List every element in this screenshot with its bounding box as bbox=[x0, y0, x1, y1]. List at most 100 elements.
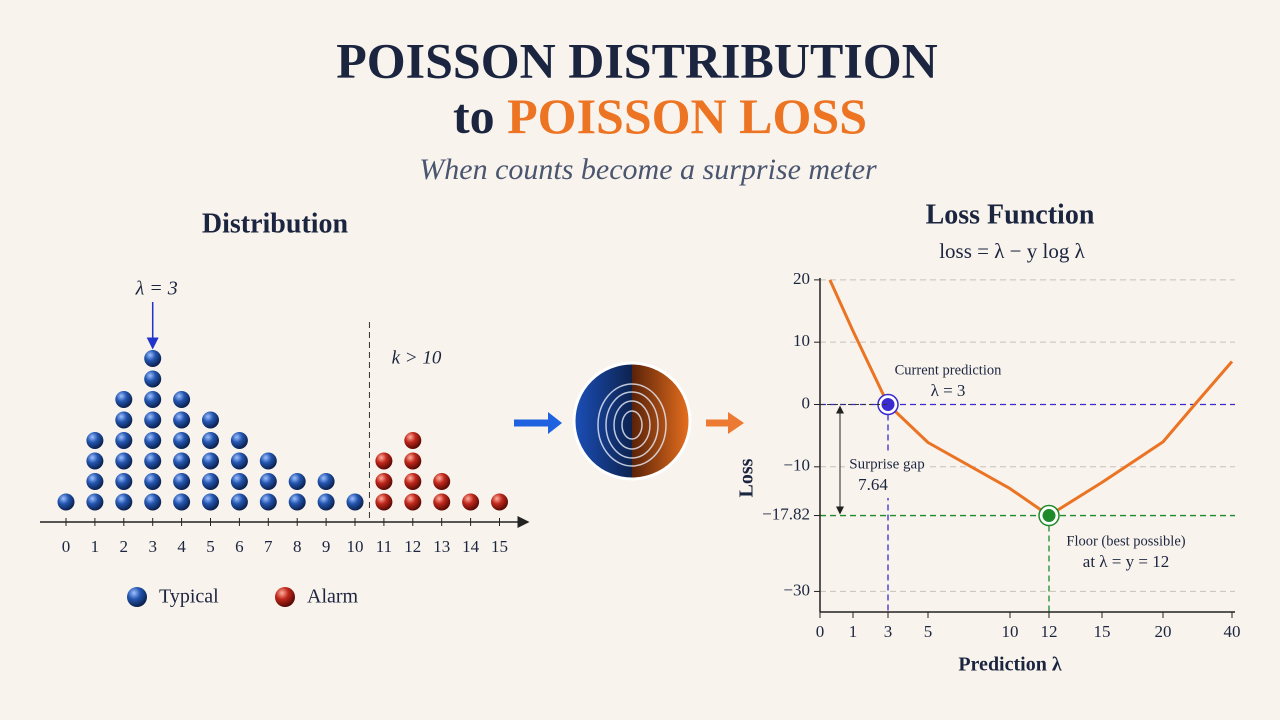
ball bbox=[433, 473, 451, 490]
x-tick-label: 5 bbox=[206, 537, 215, 556]
x-tick-label: 8 bbox=[293, 537, 302, 556]
gap-label: Surprise gap bbox=[849, 456, 924, 472]
ball bbox=[115, 432, 133, 449]
dot-stack bbox=[115, 391, 133, 511]
ball bbox=[404, 473, 422, 490]
dot-stack bbox=[491, 493, 508, 511]
ball bbox=[202, 493, 219, 511]
ball bbox=[288, 473, 306, 490]
dot-stack bbox=[375, 452, 393, 511]
x-axis-title: Prediction λ bbox=[958, 654, 1062, 676]
x-tick-label: 3 bbox=[148, 537, 157, 556]
ball bbox=[202, 411, 219, 429]
ball bbox=[144, 432, 162, 449]
dot-stack bbox=[462, 493, 480, 511]
x-tick-label: 1 bbox=[849, 622, 858, 641]
x-tick-label: 0 bbox=[816, 622, 825, 641]
ball bbox=[259, 493, 277, 511]
y-tick-label: −10 bbox=[783, 456, 810, 475]
ball bbox=[259, 452, 277, 470]
dot-stack bbox=[259, 452, 277, 511]
ball bbox=[144, 391, 162, 408]
x-tick-label: 14 bbox=[462, 537, 480, 556]
ball bbox=[144, 452, 162, 470]
chart-title: Loss Function bbox=[926, 199, 1095, 230]
formula: loss = λ − y log λ bbox=[939, 239, 1085, 263]
ball bbox=[144, 370, 162, 388]
dot-stack bbox=[173, 391, 191, 511]
ball bbox=[173, 432, 191, 449]
x-tick-label: 7 bbox=[264, 537, 273, 556]
x-tick-label: 12 bbox=[1041, 622, 1058, 641]
dot-stack bbox=[57, 493, 75, 511]
ball bbox=[404, 432, 422, 449]
x-tick-label: 4 bbox=[177, 537, 186, 556]
ball bbox=[375, 473, 393, 490]
ball bbox=[259, 473, 277, 490]
ball bbox=[115, 473, 133, 490]
threshold-label: k > 10 bbox=[392, 347, 442, 368]
ball bbox=[144, 473, 162, 490]
dot-stack bbox=[288, 473, 306, 511]
ball bbox=[317, 493, 335, 511]
x-tick-label: 15 bbox=[491, 537, 508, 556]
title: POISSON DISTRIBUTION bbox=[336, 32, 938, 88]
ball bbox=[230, 493, 248, 511]
ball bbox=[202, 452, 219, 470]
x-tick-label: 3 bbox=[884, 622, 893, 641]
legend-ball bbox=[127, 587, 147, 607]
ball bbox=[173, 411, 191, 429]
transform-icon bbox=[514, 361, 744, 481]
ball bbox=[144, 411, 162, 429]
dot-stack bbox=[202, 411, 219, 511]
arrow-head bbox=[728, 412, 744, 434]
dot-stack bbox=[346, 493, 364, 511]
x-tick-label: 40 bbox=[1224, 622, 1241, 641]
y-tick-label: −17.82 bbox=[762, 504, 810, 523]
x-tick-label: 12 bbox=[404, 537, 421, 556]
y-tick-label: 0 bbox=[802, 393, 811, 412]
gap-value: 7.64 bbox=[858, 475, 888, 494]
x-tick-label: 11 bbox=[376, 537, 392, 556]
ball bbox=[144, 350, 162, 367]
ball bbox=[173, 391, 191, 408]
x-tick-label: 20 bbox=[1155, 622, 1172, 641]
ball bbox=[375, 452, 393, 470]
marker-label: λ = 3 bbox=[931, 381, 966, 400]
loss-curve bbox=[828, 279, 1234, 517]
arrow-head bbox=[548, 412, 562, 434]
marker-label: Current prediction bbox=[895, 362, 1002, 378]
dot-stack bbox=[317, 473, 335, 511]
marker bbox=[1039, 506, 1059, 526]
y-tick-label: −30 bbox=[783, 580, 810, 599]
x-tick-label: 2 bbox=[120, 537, 129, 556]
marker-ring bbox=[1038, 504, 1060, 527]
ball bbox=[346, 493, 364, 511]
legend-ball bbox=[275, 587, 295, 607]
x-tick-label: 5 bbox=[924, 622, 933, 641]
ball bbox=[404, 493, 422, 511]
legend-label: Alarm bbox=[307, 586, 359, 608]
ball bbox=[288, 493, 306, 511]
chart-title: Distribution bbox=[202, 208, 349, 239]
ball bbox=[57, 493, 75, 511]
x-tick-label: 10 bbox=[1002, 622, 1019, 641]
dot-stack bbox=[433, 473, 451, 511]
y-tick-label: 10 bbox=[793, 331, 810, 350]
ball bbox=[86, 452, 104, 470]
x-tick-label: 13 bbox=[433, 537, 450, 556]
ball bbox=[462, 493, 480, 511]
legend-label: Typical bbox=[159, 586, 219, 608]
ball bbox=[115, 493, 133, 511]
ball bbox=[173, 473, 191, 490]
title-highlight: POISSON LOSS bbox=[507, 88, 867, 144]
ball bbox=[115, 391, 133, 408]
ball bbox=[375, 493, 393, 511]
ball bbox=[433, 493, 451, 511]
x-tick-label: 1 bbox=[91, 537, 100, 556]
marker-label: at λ = y = 12 bbox=[1083, 552, 1169, 571]
x-tick-label: 0 bbox=[62, 537, 71, 556]
mean-label: λ = 3 bbox=[135, 278, 178, 300]
ball bbox=[86, 473, 104, 490]
